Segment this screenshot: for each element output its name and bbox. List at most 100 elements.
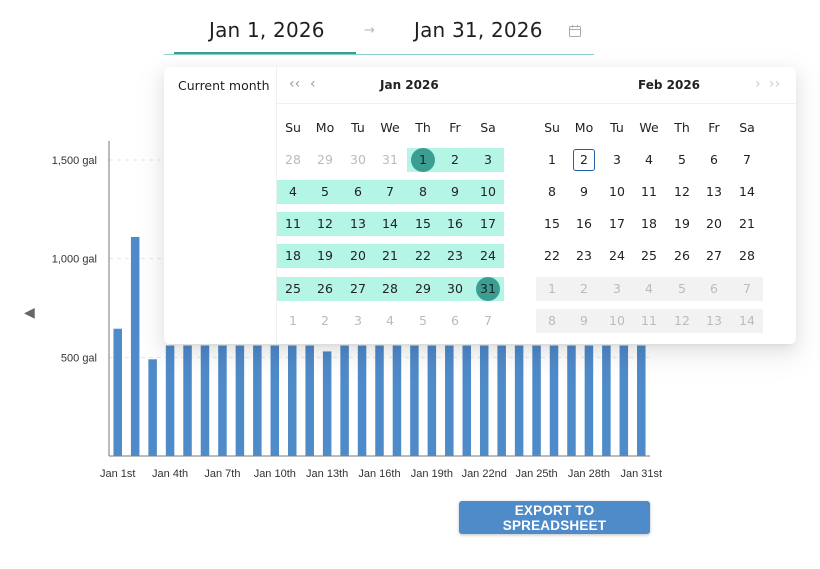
bar-12[interactable]	[305, 345, 314, 456]
bar-4[interactable]	[165, 345, 175, 456]
super-prev-year-icon[interactable]: ‹‹	[289, 76, 301, 92]
day-cell[interactable]: 19	[309, 244, 341, 268]
day-cell[interactable]: 16	[439, 212, 471, 236]
day-cell[interactable]: 22	[407, 244, 439, 268]
day-cell[interactable]: 4	[374, 309, 406, 333]
day-cell[interactable]: 30	[439, 277, 471, 301]
bar-27[interactable]	[567, 345, 576, 456]
bar-31[interactable]	[637, 345, 646, 456]
day-cell[interactable]: 27	[698, 244, 730, 268]
bar-15[interactable]	[357, 345, 367, 456]
day-cell[interactable]: 27	[342, 277, 374, 301]
bar-29[interactable]	[602, 345, 611, 456]
bar-30[interactable]	[619, 345, 629, 456]
range-start-input[interactable]: Jan 1, 2026	[174, 18, 356, 54]
day-cell[interactable]: 23	[568, 244, 600, 268]
day-cell[interactable]: 17	[472, 212, 504, 236]
day-cell[interactable]: 2	[439, 148, 471, 172]
day-cell[interactable]: 31	[374, 148, 406, 172]
export-to-spreadsheet-button[interactable]: EXPORT TO SPREADSHEET	[459, 501, 650, 534]
day-cell[interactable]: 13	[698, 180, 730, 204]
bar-19[interactable]	[427, 345, 437, 456]
day-cell[interactable]: 8	[536, 180, 568, 204]
day-cell[interactable]: 18	[277, 244, 309, 268]
day-cell[interactable]: 16	[568, 212, 600, 236]
day-cell[interactable]: 6	[342, 180, 374, 204]
day-cell[interactable]: 25	[277, 277, 309, 301]
day-cell[interactable]: 29	[407, 277, 439, 301]
bar-23[interactable]	[497, 345, 506, 456]
bar-5[interactable]	[183, 345, 192, 456]
next-month-icon[interactable]: ›	[755, 76, 761, 92]
day-cell[interactable]: 21	[374, 244, 406, 268]
bar-16[interactable]	[375, 345, 384, 456]
day-cell[interactable]: 28	[277, 148, 309, 172]
bar-20[interactable]	[445, 345, 454, 456]
day-cell[interactable]: 20	[698, 212, 730, 236]
prev-month-icon[interactable]: ‹	[310, 76, 316, 92]
day-cell[interactable]: 30	[342, 148, 374, 172]
day-cell[interactable]: 25	[633, 244, 665, 268]
bar-6[interactable]	[200, 345, 210, 456]
day-cell[interactable]: 7	[731, 148, 763, 172]
day-cell[interactable]: 7	[472, 309, 504, 333]
day-cell[interactable]: 3	[342, 309, 374, 333]
day-cell[interactable]: 8	[407, 180, 439, 204]
february-month-title[interactable]: Feb 2026	[638, 78, 701, 92]
day-cell[interactable]: 2	[568, 148, 600, 172]
january-month-title[interactable]: Jan 2026	[380, 78, 439, 92]
day-cell[interactable]: 1	[536, 148, 568, 172]
bar-17[interactable]	[392, 345, 402, 456]
bar-9[interactable]	[253, 345, 262, 456]
day-cell[interactable]: 11	[277, 212, 309, 236]
range-end-input[interactable]: Jan 31, 2026	[414, 18, 543, 42]
day-cell[interactable]: 24	[472, 244, 504, 268]
bar-18[interactable]	[410, 345, 419, 456]
day-cell[interactable]: 12	[666, 180, 698, 204]
day-cell[interactable]: 17	[601, 212, 633, 236]
day-cell[interactable]: 9	[568, 180, 600, 204]
calendar-icon[interactable]	[568, 24, 582, 38]
day-cell[interactable]: 28	[374, 277, 406, 301]
day-cell[interactable]: 4	[633, 148, 665, 172]
day-cell[interactable]: 1	[407, 148, 439, 172]
day-cell[interactable]: 9	[439, 180, 471, 204]
day-cell[interactable]: 21	[731, 212, 763, 236]
preset-current-month[interactable]: Current month	[178, 78, 270, 93]
bar-2[interactable]	[130, 236, 140, 456]
day-cell[interactable]: 5	[666, 148, 698, 172]
day-cell[interactable]: 29	[309, 148, 341, 172]
bar-14[interactable]	[340, 345, 349, 456]
bar-10[interactable]	[270, 345, 280, 456]
bar-7[interactable]	[218, 345, 227, 456]
day-cell[interactable]: 14	[374, 212, 406, 236]
day-cell[interactable]: 23	[439, 244, 471, 268]
day-cell[interactable]: 12	[309, 212, 341, 236]
day-cell[interactable]: 24	[601, 244, 633, 268]
day-cell[interactable]: 10	[601, 180, 633, 204]
super-next-year-icon[interactable]: ››	[769, 76, 781, 92]
day-cell[interactable]: 2	[309, 309, 341, 333]
date-range-input[interactable]: Jan 1, 2026 → Jan 31, 2026	[164, 14, 594, 55]
bar-22[interactable]	[479, 345, 489, 456]
day-cell[interactable]: 13	[342, 212, 374, 236]
bar-28[interactable]	[584, 345, 594, 456]
bar-25[interactable]	[532, 345, 541, 456]
bar-21[interactable]	[462, 345, 472, 456]
day-cell[interactable]: 31	[472, 277, 504, 301]
day-cell[interactable]: 1	[277, 309, 309, 333]
bar-11[interactable]	[287, 345, 297, 456]
day-cell[interactable]: 14	[731, 180, 763, 204]
day-cell[interactable]: 3	[601, 148, 633, 172]
day-cell[interactable]: 26	[309, 277, 341, 301]
bar-26[interactable]	[549, 345, 559, 456]
bar-8[interactable]	[235, 345, 245, 456]
bar-24[interactable]	[514, 345, 524, 456]
day-cell[interactable]: 11	[633, 180, 665, 204]
chart-prev-arrow-icon[interactable]: ◀	[24, 305, 35, 321]
bar-13[interactable]	[322, 351, 332, 456]
day-cell[interactable]: 20	[342, 244, 374, 268]
day-cell[interactable]: 4	[277, 180, 309, 204]
day-cell[interactable]: 6	[439, 309, 471, 333]
day-cell[interactable]: 5	[309, 180, 341, 204]
